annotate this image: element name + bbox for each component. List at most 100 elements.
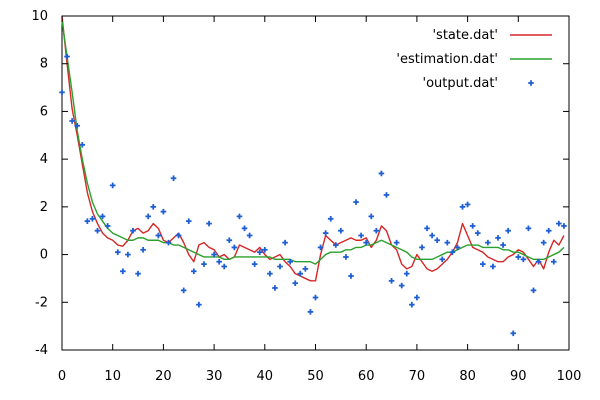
scatter-point [545,227,552,234]
scatter-point [185,218,192,224]
scatter-point [282,239,288,246]
scatter-point [561,223,567,229]
legend-label: 'output.dat' [423,76,498,91]
y-tick-label: 2 [40,200,48,215]
scatter-point [267,270,273,277]
scatter-point [490,263,496,270]
x-tick-label: 50 [307,369,324,384]
scatter-point [343,254,349,260]
scatter-point [419,244,425,251]
scatter-point [459,204,466,210]
scatter-point [505,227,511,234]
scatter-point [135,270,141,277]
scatter-point [327,215,334,222]
scatter-point [474,230,481,236]
scatter-point [368,213,375,220]
scatter-point [540,239,547,246]
scatter-point [403,270,410,277]
scatter-point [165,239,172,246]
scatter-point [358,232,364,239]
scatter-point [231,244,238,251]
series-line-0 [61,15,565,282]
scatter-point [439,256,446,263]
scatter-point [297,270,304,277]
y-tick-label: 0 [40,248,48,263]
scatter-point [429,232,435,239]
scatter-point [332,242,339,248]
scatter-point [495,235,501,241]
scatter-point [353,199,359,205]
scatter-point [226,237,233,244]
scatter-point [485,239,491,246]
scatter-point [317,244,324,251]
scatter-point [510,330,517,337]
legend-label: 'state.dat' [432,28,498,43]
scatter-point [373,227,380,234]
scatter-point [480,261,486,267]
x-tick-label: 10 [104,369,121,384]
scatter-point [180,287,187,294]
scatter-point [515,254,522,260]
scatter-point [216,258,222,265]
scatter-point [59,89,65,96]
scatter-point [236,213,243,220]
y-tick-label: -2 [35,295,48,310]
scatter-point [120,268,126,275]
scatter-point [140,247,146,253]
scatter-point [99,213,106,220]
scatter-point [454,244,461,251]
legend-item: 'state.dat' [432,28,552,43]
scatter-point [535,258,542,265]
scatter-point [338,227,344,234]
scatter-point [449,249,456,255]
scatter-point [348,273,354,279]
scatter-point [464,201,471,208]
scatter-point [246,232,253,239]
x-tick-label: 0 [58,369,66,384]
scatter-point [64,53,70,60]
scatter-point [393,239,400,246]
scatter-point [424,225,430,232]
y-tick-label: 10 [31,9,48,24]
y-tick-label: 6 [40,104,48,119]
scatter-point [363,239,369,246]
scatter-point [251,261,258,267]
series-layer [59,15,567,337]
scatter-point [191,268,197,275]
scatter-point [500,242,506,248]
series-line-1 [61,20,565,265]
scatter-point [398,282,405,289]
scatter-point [302,266,309,272]
scatter-point [241,225,248,232]
scatter-point [175,232,182,239]
scatter-point [434,237,440,244]
scatter-point [221,263,228,270]
scatter-point [170,175,177,182]
axis-layer: 0 10 20 30 40 50 60 70 80 90 100 -4 -2 0 2 4 6 8 10 [31,9,581,384]
x-tick-label: 100 [557,369,582,384]
scatter-point [130,227,136,234]
scatter-point [414,294,420,301]
scatter-point [277,263,283,270]
x-tick-label: 20 [155,369,172,384]
x-tick-label: 40 [257,369,274,384]
scatter-point [69,118,75,124]
plot-area [61,15,570,351]
scatter-point [262,247,268,253]
y-tick-label: 4 [40,152,48,167]
legend-label: 'estimation.dat' [396,52,498,67]
scatter-point [114,249,121,255]
scatter-point [525,225,532,232]
scatter-point [201,261,207,267]
x-tick-label: 90 [510,369,527,384]
scatter-point [388,278,395,284]
y-tick-label: -4 [35,343,48,358]
scatter-point [256,249,263,255]
scatter-point [409,301,415,308]
scatter-point [125,251,131,258]
scatter-point [94,227,101,234]
scatter-point [89,215,96,222]
scatter-point [469,223,476,229]
scatter-point [322,230,329,236]
